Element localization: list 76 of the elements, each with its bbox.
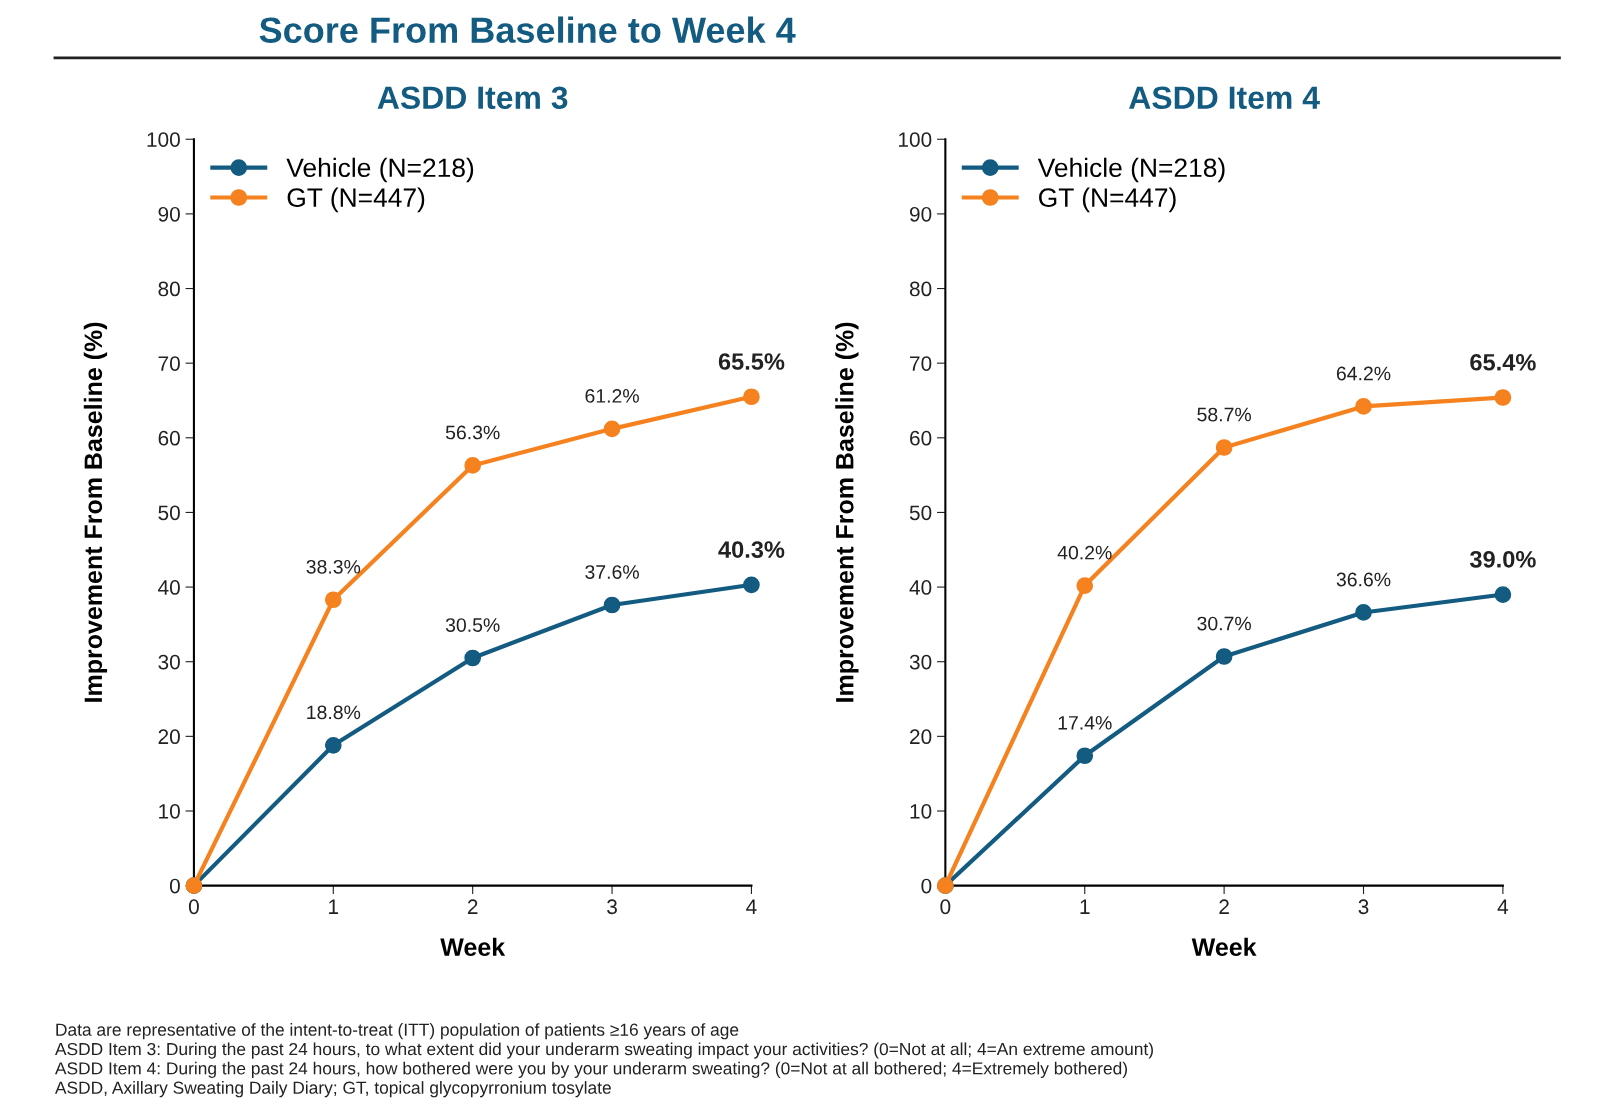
y-tick-label: 30 [909, 654, 932, 670]
data-label: 18.8% [307, 705, 361, 720]
data-label: 39.0% [1469, 550, 1536, 568]
data-label: 17.4% [1058, 716, 1112, 730]
point [1494, 586, 1512, 603]
point [1355, 604, 1372, 621]
y-tick-label: 70 [158, 356, 180, 371]
y-tick-label: 20 [158, 729, 180, 745]
y-tick-label: 100 [899, 132, 932, 147]
data-label: 65.5% [718, 353, 785, 370]
y-tick-label: 100 [147, 132, 180, 147]
legend-label: Vehicle (N=218) [286, 157, 474, 183]
y-tick-label: 40 [909, 580, 932, 595]
point [743, 388, 760, 406]
point [324, 736, 342, 754]
y-tick-label: 0 [169, 878, 180, 894]
y-tick-label: 10 [910, 803, 932, 819]
x-tick-label: 1 [329, 899, 339, 914]
x-tick-label: 0 [940, 899, 951, 915]
data-label: 38.3% [306, 559, 361, 574]
chart-title: ASDD Item 4 [1129, 86, 1320, 110]
x-tick-label: 2 [467, 899, 478, 914]
point [743, 576, 760, 594]
chart-title: ASDD Item 3 [377, 86, 568, 110]
y-tick-label: 30 [158, 654, 180, 670]
y-tick-label: 20 [910, 729, 932, 745]
y-tick-label: 80 [909, 281, 932, 297]
point [464, 649, 482, 667]
x-tick-label: 4 [1497, 899, 1509, 914]
x-tick-label: 4 [746, 899, 757, 914]
y-tick-label: 90 [158, 206, 180, 222]
data-label: 65.4% [1470, 353, 1536, 371]
y-tick-label: 10 [159, 803, 180, 819]
y-tick-label: 60 [158, 430, 180, 446]
point [1215, 648, 1233, 665]
point [603, 420, 621, 438]
y-tick-label: 80 [158, 281, 180, 297]
y-axis-title: Improvement From Baseline (%) [83, 322, 108, 702]
data-label: 40.2% [1057, 545, 1112, 560]
x-tick-label: 3 [1358, 899, 1369, 915]
data-label: 30.7% [1197, 616, 1251, 631]
data-label: 36.6% [1336, 572, 1391, 587]
text: Data are representative of the intent-to-treat (ITT) population of patients ≥16 years of age ASDD Item 3: During the past 24 hours, to what extent did your underarm sweating impact your activities? (0=Not at all; 4=An extreme amount) ASDD Item 4: During the past 24 hours, how bothered were you by your underarm sweating? (0=Not at all bothered; 4=Extremely bothered) ASDD, Axillary Sweating Daily Diary; GT, topical glycopyrronium tosylate [54, 1023, 1153, 1098]
x-tick-label: 0 [188, 899, 199, 915]
point [1355, 398, 1372, 415]
y-tick-label: 70 [910, 356, 932, 371]
y-tick-label: 90 [909, 206, 932, 222]
data-label: 56.3% [445, 425, 500, 440]
legend-label: Vehicle (N=218) [1037, 157, 1225, 183]
y-axis-title: Improvement From Baseline (%) [835, 322, 859, 702]
point [603, 596, 621, 614]
text: Score From Baseline to Week 4 [259, 16, 796, 43]
point [464, 457, 482, 474]
x-tick-label: 3 [607, 899, 617, 915]
data-label: 37.6% [585, 565, 639, 579]
data-label: 64.2% [1336, 366, 1391, 381]
x-tick-label: 2 [1219, 899, 1229, 914]
point [1494, 389, 1512, 406]
y-tick-label: 40 [158, 580, 180, 595]
data-label: 30.5% [445, 618, 500, 632]
point [1076, 747, 1094, 765]
legend-label: GT (N=447) [1039, 187, 1176, 213]
data-label: 58.7% [1197, 407, 1251, 422]
legend-label: GT (N=447) [287, 187, 425, 213]
point [324, 591, 342, 609]
x-tick-label: 1 [1080, 899, 1090, 914]
point [1215, 439, 1233, 456]
y-tick-label: 50 [158, 505, 180, 521]
y-tick-label: 60 [910, 430, 932, 446]
x-axis-title: Week [1191, 937, 1257, 957]
y-tick-label: 50 [909, 505, 932, 521]
data-label: 40.3% [718, 541, 785, 558]
data-label: 61.2% [585, 389, 639, 403]
x-axis-title: Week [440, 937, 506, 957]
point [1076, 577, 1094, 594]
y-tick-label: 0 [921, 878, 932, 894]
